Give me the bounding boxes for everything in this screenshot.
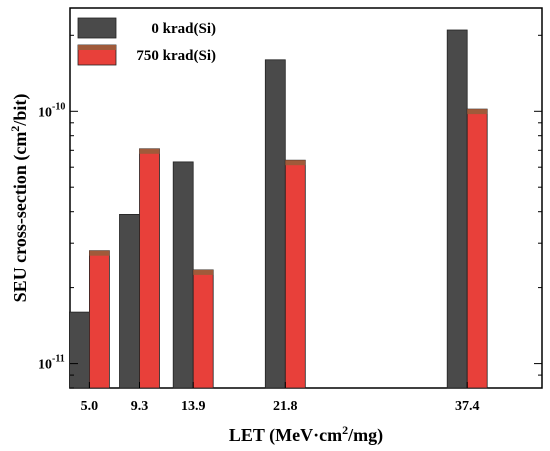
bar-750krad-21.8	[284, 159, 306, 389]
y-tick-label: 10-10	[38, 101, 65, 120]
bars-group	[69, 29, 488, 389]
bar-750krad-37.4	[466, 108, 488, 389]
y-axis-title: SEU cross-section (cm2/bit)	[8, 94, 31, 303]
x-axis-ticks: 5.0 9.3 13.9 21.8 37.4	[81, 382, 480, 414]
x-tick-label: 9.3	[131, 399, 149, 414]
bar-top-shade-750krad-21.8	[285, 160, 306, 166]
x-tick-label: 13.9	[181, 399, 206, 414]
bar-top-shade-750krad-5.0	[89, 250, 110, 256]
legend-label-0krad: 0 krad(Si)	[151, 21, 216, 37]
bar-0krad-21.8	[264, 59, 286, 389]
x-tick-label: 5.0	[81, 399, 99, 414]
x-tick-label: 37.4	[455, 399, 480, 414]
x-tick-label: 21.8	[273, 399, 298, 414]
bar-0krad-5.0	[69, 311, 90, 389]
y-axis-ticks: 10-11 10-10	[38, 34, 542, 389]
bar-0krad-9.3	[119, 213, 140, 389]
bar-750krad-9.3	[139, 148, 160, 389]
y-tick-label: 10-11	[38, 354, 65, 373]
legend-label-750krad: 750 krad(Si)	[136, 48, 216, 64]
bar-0krad-13.9	[172, 161, 194, 389]
legend: 0 krad(Si) 750 krad(Si)	[77, 17, 216, 66]
x-axis-title: LET (MeV·cm2/mg)	[229, 423, 383, 446]
bar-750krad-13.9	[192, 269, 214, 389]
bar-0krad-37.4	[446, 29, 468, 389]
bar-top-shade-750krad-13.9	[193, 269, 214, 275]
bar-top-shade-750krad-9.3	[139, 148, 160, 154]
bar-top-shade-750krad-37.4	[467, 109, 488, 115]
legend-swatch-shade-750krad	[78, 45, 116, 50]
legend-swatch-0krad	[77, 17, 117, 39]
bar-750krad-5.0	[89, 250, 110, 389]
